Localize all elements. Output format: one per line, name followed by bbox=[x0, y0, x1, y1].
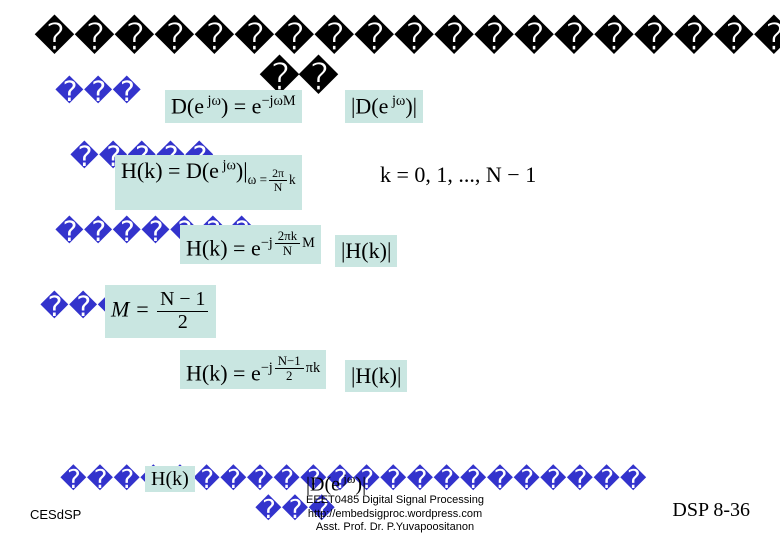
label-1: ��� bbox=[55, 75, 141, 109]
footer-center-l2: http://embedsigproc.wordpress.com bbox=[260, 508, 530, 521]
footer-center-l1: EEET0485 Digital Signal Processing bbox=[260, 494, 530, 507]
footer-center-l3: Asst. Prof. Dr. P.Yuvapoositanon bbox=[260, 521, 530, 534]
eq1-right: |D(e jω)| bbox=[345, 90, 423, 123]
title-line1: ���������������������� bbox=[35, 15, 780, 60]
eq3-left: H(k) = e−j2πkNM bbox=[180, 225, 321, 264]
eq1-left: D(e jω) = e−jωM bbox=[165, 90, 302, 123]
eq2-right: k = 0, 1, ..., N − 1 bbox=[380, 162, 536, 188]
eq2-left: H(k) = D(e jω)|ω =2πNk bbox=[115, 155, 302, 210]
eq3-right: |H(k)| bbox=[335, 235, 397, 267]
footer-right: DSP 8-36 bbox=[672, 499, 750, 522]
eq5-left: H(k) = e−jN−12πk bbox=[180, 350, 326, 389]
footer-center: EEET0485 Digital Signal Processing http:… bbox=[260, 494, 530, 534]
slide: ���������������������� �� ��� D(e jω) = … bbox=[0, 0, 780, 540]
footer-left: CESdSP bbox=[30, 507, 81, 522]
eq4: M = N − 12 bbox=[105, 285, 216, 338]
eq5-right: |H(k)| bbox=[345, 360, 407, 392]
eq-bottom-hk: H(k) bbox=[145, 466, 195, 492]
